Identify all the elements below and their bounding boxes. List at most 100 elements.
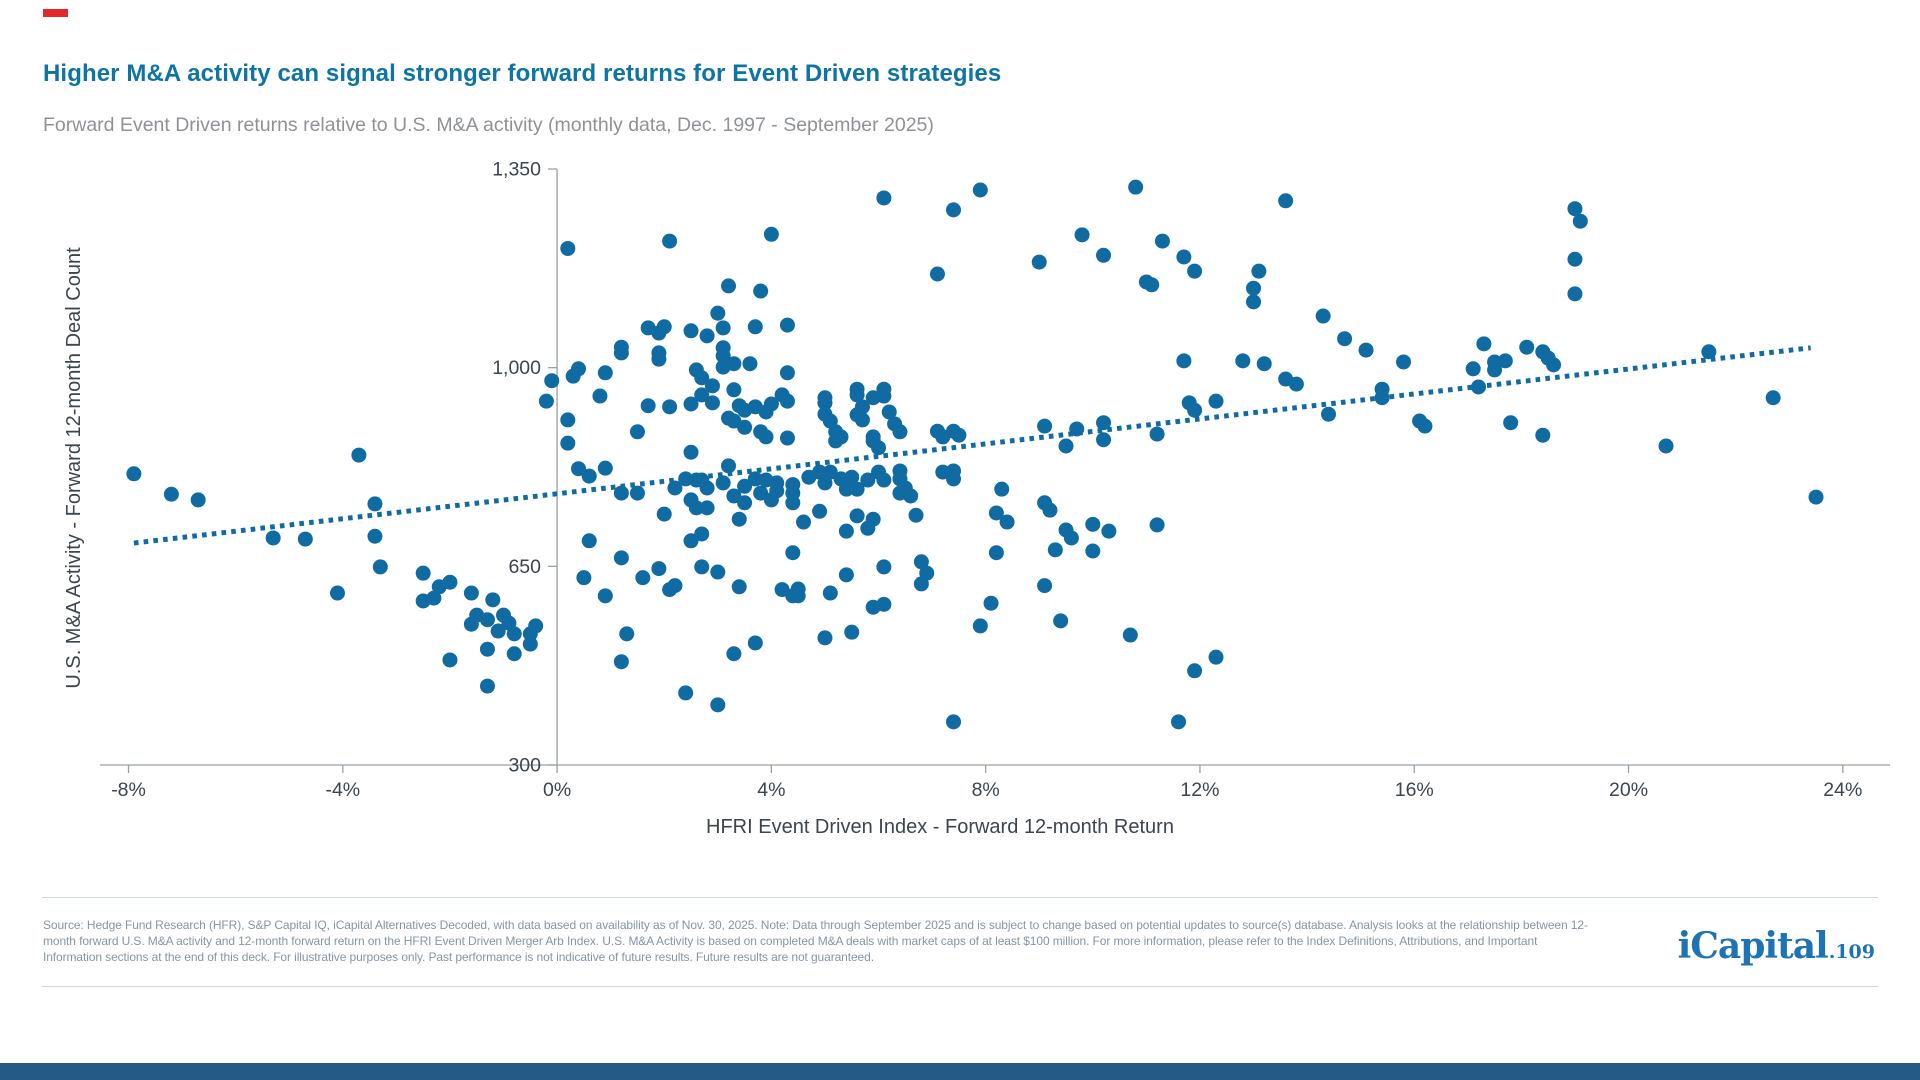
data-point bbox=[854, 412, 870, 428]
data-point bbox=[640, 398, 656, 414]
data-point bbox=[715, 320, 731, 336]
data-point bbox=[163, 486, 179, 502]
data-point bbox=[753, 283, 769, 299]
data-point bbox=[779, 365, 795, 381]
data-point bbox=[988, 545, 1004, 561]
data-point bbox=[528, 618, 544, 634]
icapital-logo: iCapital .109 bbox=[1678, 925, 1875, 967]
data-point bbox=[699, 480, 715, 496]
data-point bbox=[838, 567, 854, 583]
data-point bbox=[367, 496, 383, 512]
y-tick-label: 300 bbox=[508, 755, 541, 777]
data-point bbox=[1417, 418, 1433, 434]
x-tick-label: 4% bbox=[757, 779, 785, 801]
data-point bbox=[426, 590, 442, 606]
data-point bbox=[592, 388, 608, 404]
data-point bbox=[1187, 663, 1203, 679]
footer-divider-top bbox=[42, 897, 1878, 898]
data-point bbox=[913, 554, 929, 570]
data-point bbox=[994, 481, 1010, 497]
data-point bbox=[1256, 356, 1272, 372]
footer-divider-bottom bbox=[42, 986, 1878, 987]
data-point bbox=[1288, 376, 1304, 392]
data-point bbox=[297, 531, 313, 547]
data-point bbox=[576, 570, 592, 586]
page-subtitle: Forward Event Driven returns relative to… bbox=[43, 114, 934, 136]
data-point bbox=[694, 387, 710, 403]
data-point bbox=[838, 481, 854, 497]
data-point bbox=[1315, 308, 1331, 324]
data-point bbox=[506, 626, 522, 642]
data-point bbox=[812, 503, 828, 519]
data-point bbox=[1471, 379, 1487, 395]
data-point bbox=[929, 266, 945, 282]
y-tick-label: 1,350 bbox=[492, 158, 541, 180]
data-point bbox=[828, 433, 844, 449]
data-point bbox=[763, 492, 779, 508]
data-point bbox=[860, 520, 876, 536]
data-point bbox=[522, 636, 538, 652]
data-point bbox=[844, 469, 860, 485]
data-point bbox=[1058, 438, 1074, 454]
data-point bbox=[1396, 354, 1412, 370]
data-point bbox=[1321, 406, 1337, 422]
data-point bbox=[662, 582, 678, 598]
data-point bbox=[699, 500, 715, 516]
data-point bbox=[747, 319, 763, 335]
data-point bbox=[946, 471, 962, 487]
data-point bbox=[763, 396, 779, 412]
data-point bbox=[560, 412, 576, 428]
data-point bbox=[1101, 523, 1117, 539]
data-point bbox=[1246, 294, 1262, 310]
x-tick-label: 24% bbox=[1823, 779, 1862, 801]
data-point bbox=[613, 654, 629, 670]
data-point bbox=[656, 319, 672, 335]
data-point bbox=[731, 579, 747, 595]
source-line-1: Source: Hedge Fund Research (HFR), S&P C… bbox=[43, 918, 1588, 932]
data-point bbox=[1278, 193, 1294, 209]
y-axis-title: U.S. M&A Activity - Forward 12-month Dea… bbox=[63, 247, 85, 689]
data-point bbox=[1031, 254, 1047, 270]
data-point bbox=[796, 514, 812, 530]
data-point bbox=[538, 393, 554, 409]
data-point bbox=[372, 559, 388, 575]
data-point bbox=[463, 616, 479, 632]
data-point bbox=[656, 506, 672, 522]
data-point bbox=[1546, 357, 1562, 373]
data-point bbox=[876, 190, 892, 206]
data-point bbox=[817, 395, 833, 411]
data-point bbox=[1171, 714, 1187, 730]
bottom-accent-bar bbox=[0, 1063, 1920, 1080]
data-point bbox=[683, 396, 699, 412]
data-point bbox=[946, 714, 962, 730]
data-point bbox=[972, 618, 988, 634]
data-point bbox=[651, 561, 667, 577]
data-point bbox=[662, 399, 678, 415]
data-point bbox=[1037, 578, 1053, 594]
data-point bbox=[747, 635, 763, 651]
data-point bbox=[710, 305, 726, 321]
data-point bbox=[442, 652, 458, 668]
data-point bbox=[667, 480, 683, 496]
data-point bbox=[785, 495, 801, 511]
data-point bbox=[1187, 263, 1203, 279]
data-point bbox=[1154, 233, 1170, 249]
data-point bbox=[629, 485, 645, 501]
data-point bbox=[694, 559, 710, 575]
data-point bbox=[908, 507, 924, 523]
data-point bbox=[463, 585, 479, 601]
data-point bbox=[581, 468, 597, 484]
data-point bbox=[838, 523, 854, 539]
data-point bbox=[1069, 421, 1085, 437]
data-point bbox=[329, 585, 345, 601]
data-point bbox=[571, 361, 587, 377]
y-tick-label: 650 bbox=[508, 556, 541, 578]
data-point bbox=[190, 492, 206, 508]
data-point bbox=[479, 641, 495, 657]
data-point bbox=[983, 595, 999, 611]
data-point bbox=[544, 373, 560, 389]
icapital-wordmark: iCapital bbox=[1677, 925, 1829, 967]
data-point bbox=[737, 478, 753, 494]
data-point bbox=[710, 564, 726, 580]
